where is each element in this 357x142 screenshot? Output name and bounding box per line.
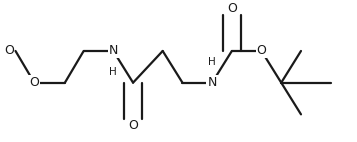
Text: H: H xyxy=(208,57,216,67)
Text: N: N xyxy=(207,76,217,89)
Text: O: O xyxy=(29,76,39,89)
Text: O: O xyxy=(227,2,237,15)
Text: O: O xyxy=(128,119,138,132)
Text: H: H xyxy=(110,67,117,77)
Text: O: O xyxy=(257,44,266,58)
Text: N: N xyxy=(109,44,118,58)
Text: O: O xyxy=(5,44,15,58)
